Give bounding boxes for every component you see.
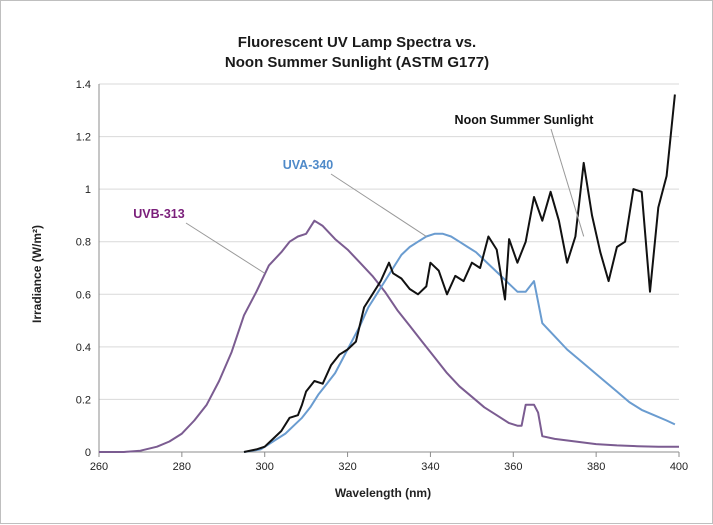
annotation-leader-line (330, 173, 427, 237)
x-tick-label: 320 (338, 461, 356, 473)
y-tick-label: 1.2 (76, 132, 91, 144)
chart-title-line-1: Fluorescent UV Lamp Spectra vs. (238, 34, 476, 51)
chart-title-line-2: Noon Summer Sunlight (ASTM G177) (225, 54, 489, 71)
y-tick-label: 0.4 (76, 342, 91, 354)
series-line-uva-340 (243, 232, 676, 453)
gridlines (98, 83, 680, 457)
x-tick-label: 260 (90, 461, 108, 473)
y-axis-label: Irradiance (W/m²) (30, 225, 44, 323)
y-tick-label: 0.8 (76, 237, 91, 249)
annotations: UVB-313 UVA-340 Noon Summer Sunlight (133, 113, 595, 274)
annotation-leader-line (550, 128, 585, 237)
y-tick-label: 0.2 (76, 394, 91, 406)
y-tick-labels: 0 0.2 0.4 0.6 0.8 1 1.2 1.4 (76, 79, 91, 459)
y-tick-label: 0 (85, 447, 91, 459)
y-tick-label: 1 (85, 184, 91, 196)
x-tick-label: 280 (173, 461, 191, 473)
y-tick-label: 0.6 (76, 289, 91, 301)
annotation-label: UVA-340 (283, 158, 334, 172)
series-line-noon-summer-sunlight (243, 94, 676, 453)
annotation-label: Noon Summer Sunlight (455, 113, 595, 127)
y-tick-label: 1.4 (76, 79, 91, 91)
series-line-uvb-313 (99, 219, 679, 453)
x-tick-labels: 260 280 300 320 340 360 380 400 (90, 461, 688, 473)
x-tick-label: 380 (587, 461, 605, 473)
annotation-label: UVB-313 (133, 207, 184, 221)
x-axis-label: Wavelength (nm) (335, 486, 431, 500)
x-tick-label: 400 (670, 461, 688, 473)
x-tick-label: 300 (256, 461, 274, 473)
annotation-leader-line (185, 222, 265, 274)
x-tick-label: 340 (421, 461, 439, 473)
x-tick-label: 360 (504, 461, 522, 473)
series-lines (99, 94, 679, 453)
